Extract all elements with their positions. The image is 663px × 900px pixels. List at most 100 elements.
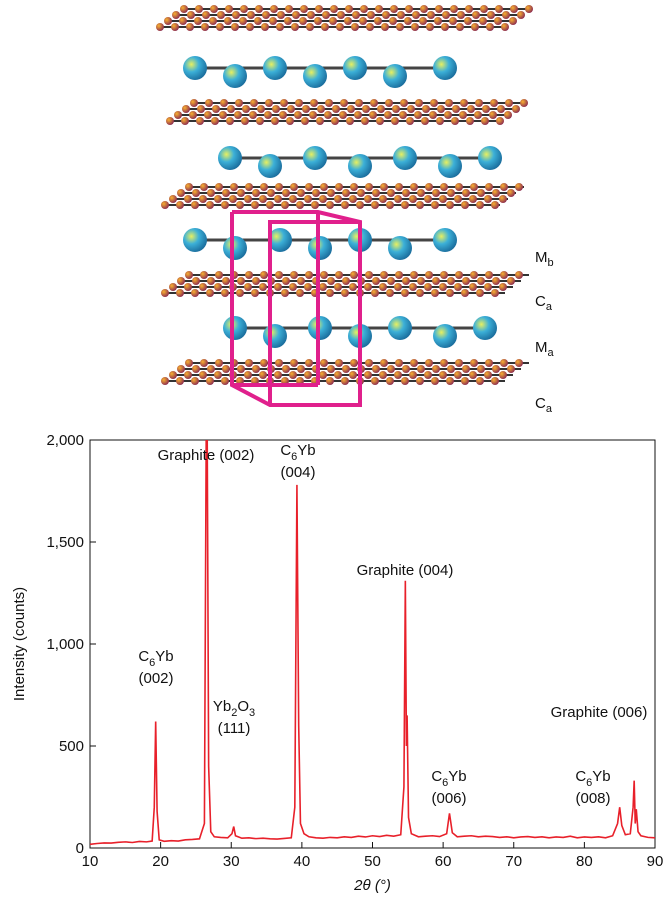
carbon-atom [264,111,272,119]
metal-atom [478,146,502,170]
carbon-atom [305,359,313,367]
annotation-text: Yb [592,768,610,785]
carbon-atom [425,359,433,367]
carbon-atom [487,11,495,19]
carbon-atom [177,365,185,373]
carbon-atom [374,17,382,25]
carbon-atom [499,371,507,379]
carbon-atom [314,17,322,25]
carbon-atom [406,117,414,125]
metal-layer [183,56,457,88]
carbon-atom [192,277,200,285]
carbon-atom [395,183,403,191]
carbon-atom [320,359,328,367]
carbon-atom [390,5,398,13]
metal-atom [433,56,457,80]
peak-annotation: (002) [138,670,173,687]
carbon-atom [439,195,447,203]
carbon-atom [200,359,208,367]
carbon-atom [341,201,349,209]
carbon-atom [274,371,282,379]
carbon-atom [394,371,402,379]
carbon-atom [427,11,435,19]
carbon-atom [189,111,197,119]
carbon-atom [385,99,393,107]
carbon-atom [502,11,510,19]
carbon-atom [259,195,267,203]
carbon-atom [515,359,523,367]
carbon-atom [439,283,447,291]
peak-annotation: C6Yb [138,648,173,669]
carbon-atom [371,201,379,209]
carbon-atom [364,195,372,203]
carbon-atom [349,195,357,203]
carbon-atom [454,195,462,203]
carbon-atom [252,277,260,285]
carbon-atom [501,23,509,31]
carbon-atom [255,5,263,13]
y-axis-label: Intensity (counts) [11,587,28,701]
carbon-atom [259,283,267,291]
carbon-atom [216,23,224,31]
peak-annotation: (111) [218,720,251,737]
carbon-atom [491,201,499,209]
carbon-atom [372,277,380,285]
carbon-atom [322,11,330,19]
carbon-atom [477,277,485,285]
peak-annotation: C6Yb [575,768,610,789]
carbon-atom [302,105,310,113]
carbon-atom [306,23,314,31]
carbon-atom [517,11,525,19]
carbon-atom [179,17,187,25]
carbon-atom [267,189,275,197]
carbon-atom [494,17,502,25]
layer-label-sub: a [548,347,555,359]
carbon-atom [345,5,353,13]
carbon-atom [259,371,267,379]
carbon-atom [311,201,319,209]
peak-annotation: Graphite (006) [551,704,648,721]
carbon-atom [191,377,199,385]
carbon-atom [394,283,402,291]
carbon-atom [344,17,352,25]
carbon-atom [200,271,208,279]
carbon-atom [495,5,503,13]
peak-annotation: Graphite (002) [158,447,255,464]
carbon-atom [206,377,214,385]
annotation-text: O [237,698,249,715]
carbon-atom [450,5,458,13]
carbon-atom [384,111,392,119]
carbon-atom [241,117,249,125]
carbon-atom [260,183,268,191]
carbon-atom [220,99,228,107]
layer-label-main: M [535,339,548,356]
carbon-atom [226,117,234,125]
carbon-atom [207,277,215,285]
carbon-atom [156,23,164,31]
carbon-atom [214,283,222,291]
carbon-atom [229,195,237,203]
carbon-atom [485,271,493,279]
carbon-atom [382,11,390,19]
carbon-atom [270,5,278,13]
carbon-atom [336,23,344,31]
carbon-atom [461,201,469,209]
annotation-text: Graphite (002) [158,447,255,464]
carbon-atom [455,183,463,191]
carbon-atom [380,271,388,279]
carbon-atom [222,365,230,373]
carbon-atom [485,359,493,367]
carbon-atom [176,377,184,385]
metal-atom [223,316,247,340]
carbon-atom [437,105,445,113]
carbon-atom [400,99,408,107]
metal-layer [218,146,502,178]
carbon-atom [402,277,410,285]
carbon-atom [169,195,177,203]
metal-atom [383,64,407,88]
carbon-atom [214,371,222,379]
carbon-atom [356,201,364,209]
y-tick-label: 2,000 [46,432,84,449]
metal-atom [473,316,497,340]
carbon-atom [289,283,297,291]
